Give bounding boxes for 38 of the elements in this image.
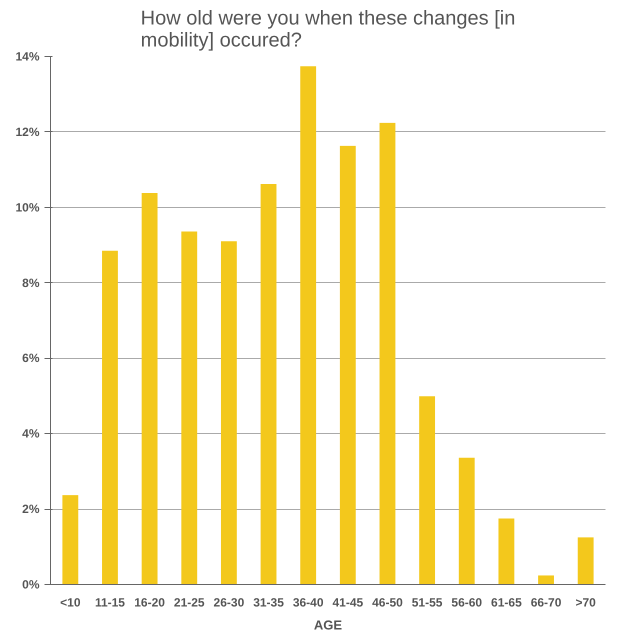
bar xyxy=(380,122,396,584)
x-tick-label: 21-25 xyxy=(174,596,205,610)
y-tick-label: 8% xyxy=(22,276,40,290)
x-tick-label: 66-70 xyxy=(530,596,562,610)
bar xyxy=(340,146,356,584)
x-tick-label: 31-35 xyxy=(253,596,284,610)
y-tick-label: 6% xyxy=(22,351,40,366)
bar xyxy=(498,518,514,584)
x-tick-label: >70 xyxy=(576,596,596,610)
bar xyxy=(578,537,594,584)
x-axis-title: AGE xyxy=(314,618,342,632)
x-tick-label: <10 xyxy=(60,596,81,610)
bar xyxy=(142,193,158,584)
y-tick-label: 10% xyxy=(15,200,40,214)
bar xyxy=(62,495,78,584)
x-tick-label: 51-55 xyxy=(412,596,443,610)
y-tick-label: 2% xyxy=(22,502,40,516)
x-tick-label: 36-40 xyxy=(292,596,324,610)
x-tick-label: 56-60 xyxy=(451,596,482,610)
y-tick-label: 14% xyxy=(15,50,40,64)
y-tick-label: 4% xyxy=(22,426,40,441)
x-tick-label: 16-20 xyxy=(134,596,166,610)
bar xyxy=(419,396,436,584)
x-tick-label: 41-45 xyxy=(332,596,364,610)
chart-title: How old were you when these changes [in mobility] occured? xyxy=(140,8,516,52)
x-tick-label: 26-30 xyxy=(214,596,245,610)
bar xyxy=(458,458,475,584)
x-tick-label: 46-50 xyxy=(372,596,404,610)
bar xyxy=(300,66,316,584)
y-tick-label: 0% xyxy=(22,578,40,592)
bar xyxy=(102,250,118,584)
x-tick-label: 11-15 xyxy=(94,596,126,610)
x-tick-label: 61-65 xyxy=(491,596,522,610)
bar xyxy=(260,184,276,584)
bar xyxy=(220,241,237,584)
bar xyxy=(538,575,554,584)
y-tick-label: 12% xyxy=(15,124,40,139)
bar xyxy=(181,231,198,584)
